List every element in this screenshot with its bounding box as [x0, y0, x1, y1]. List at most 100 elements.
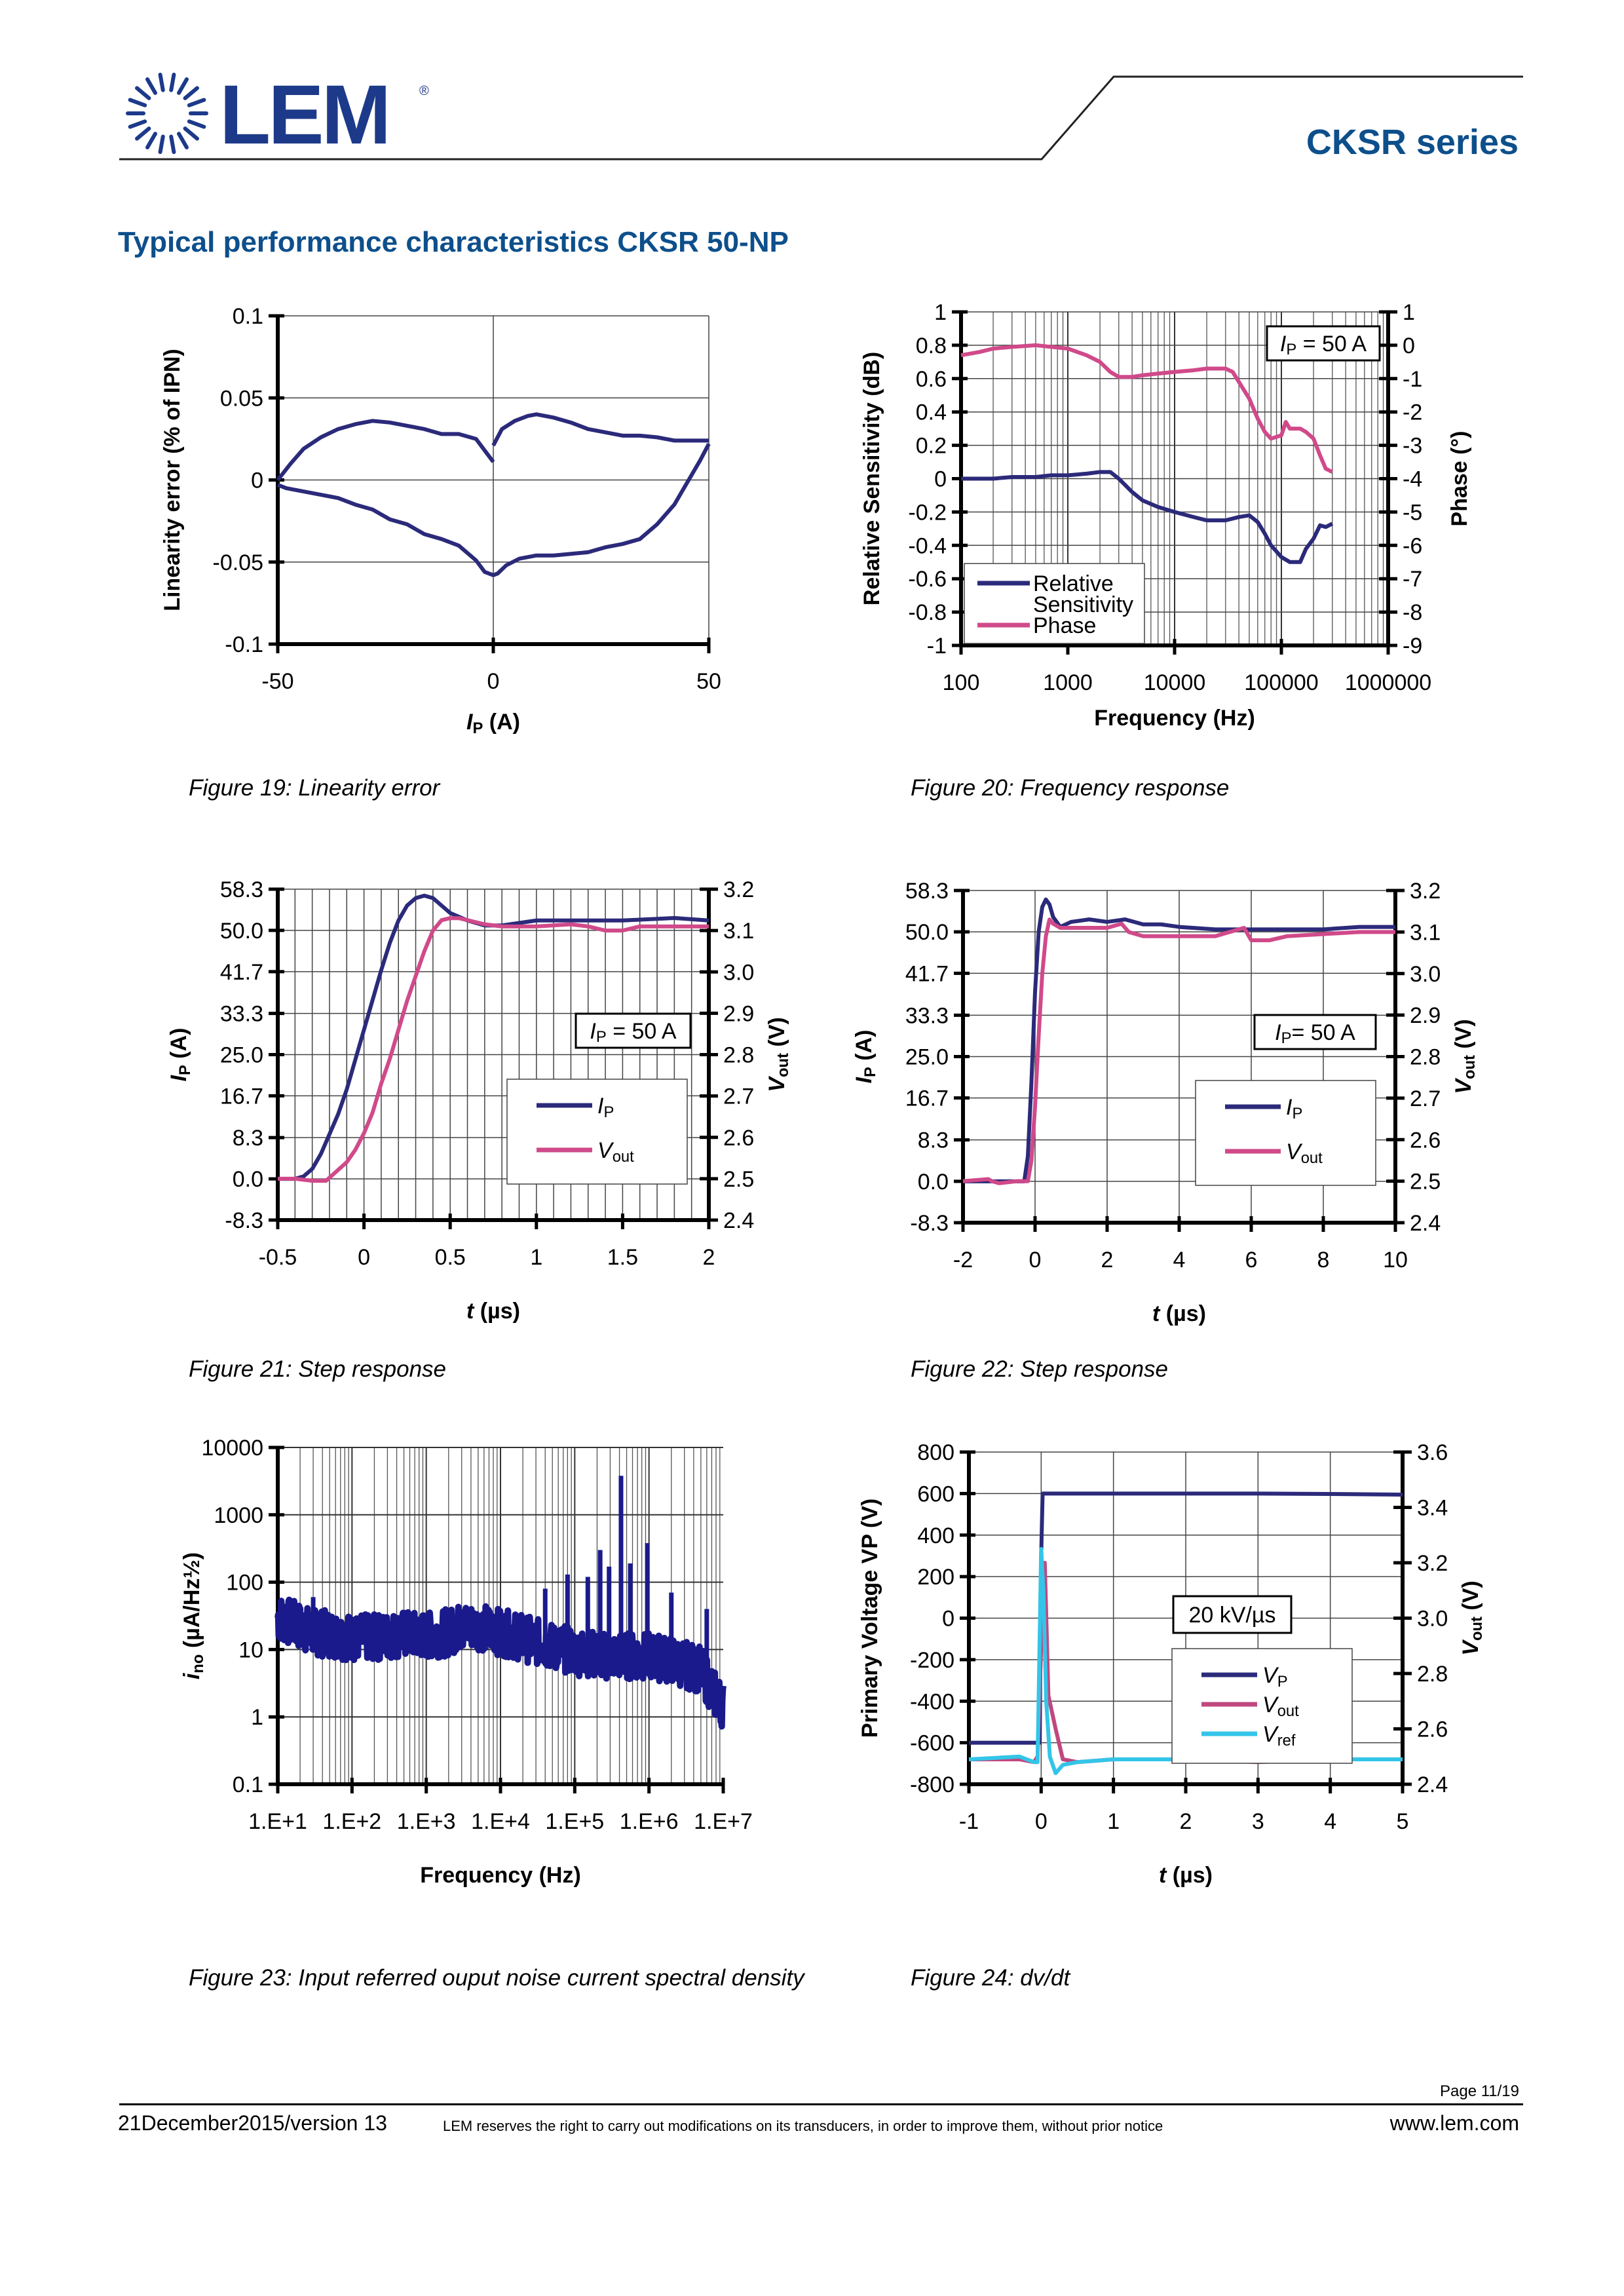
legend-sub: ref	[1277, 1732, 1296, 1750]
y2-tick-label: 2.9	[723, 1001, 754, 1026]
x-tick-label: 8	[1317, 1248, 1330, 1272]
y2-tick-label: 2.6	[1417, 1717, 1448, 1742]
label-unit: (µs)	[1166, 1863, 1213, 1888]
x-tick-label: 1	[530, 1245, 542, 1270]
logo-ray	[177, 77, 189, 95]
x-axis-label: t (µs)	[466, 1299, 520, 1324]
y2-tick-label: 3.1	[723, 919, 754, 944]
annotation-text: 20 kV/µs	[1189, 1603, 1276, 1628]
y-tick-label: 0.2	[916, 434, 947, 459]
y-tick-label: 1	[251, 1705, 263, 1730]
label-sub: out	[1468, 1617, 1486, 1641]
x-tick-label: 1.E+3	[397, 1809, 456, 1834]
logo-ray	[145, 132, 157, 149]
y-tick-label: -0.05	[213, 550, 264, 575]
section-title: Typical performance characteristics CKSR…	[118, 226, 789, 258]
label-unit: (A)	[852, 1030, 877, 1067]
x-tick-label: 1.5	[607, 1245, 638, 1270]
legend-var: V	[1262, 1663, 1279, 1688]
y-tick-label: 600	[917, 1482, 954, 1506]
x-tick-label: 2	[1180, 1809, 1192, 1834]
label-sub: P	[861, 1067, 879, 1077]
label-var: I	[466, 710, 474, 735]
y2-axis-label: Vout (V)	[765, 1017, 792, 1092]
y2-tick-label: 3.0	[1417, 1607, 1448, 1632]
label-var: t	[1152, 1301, 1161, 1326]
x-tick-label: 1.E+2	[322, 1809, 381, 1834]
footer-notice: LEM reserves the right to carry out modi…	[443, 2118, 1163, 2134]
annotation-var: I	[1275, 1020, 1281, 1045]
label-sub: out	[774, 1053, 792, 1077]
legend-var: V	[597, 1138, 614, 1163]
y-tick-label: -0.2	[908, 500, 947, 525]
annotation-rest: = 50 A	[1296, 332, 1367, 356]
x-tick-label: 6	[1245, 1248, 1258, 1272]
label-var: t	[466, 1299, 475, 1324]
y2-tick-label: 3.2	[1410, 879, 1441, 904]
y2-tick-label: 3.4	[1417, 1496, 1448, 1521]
y-tick-label: 0.0	[233, 1167, 263, 1192]
y-tick-label: 0.05	[220, 386, 263, 411]
annotation-box	[575, 1012, 692, 1049]
y2-tick-label: 3.6	[1417, 1440, 1448, 1465]
series-title: CKSR series	[1306, 123, 1519, 162]
x-tick-label: 10	[1383, 1248, 1408, 1272]
figure-21-caption: Figure 21: Step response	[189, 1356, 447, 1382]
logo-ray	[169, 134, 176, 155]
legend-label: Vout	[1262, 1693, 1299, 1720]
x-tick-label: 4	[1173, 1248, 1186, 1272]
legend-sub: P	[1277, 1673, 1288, 1691]
x-tick-label: 0	[1029, 1248, 1042, 1272]
chart-fig23: 0.1 1 10 100 1000 10000 1.E+1 1.E+2 1.E+3 1.E+4 1.…	[179, 1436, 753, 1888]
legend-var: I	[1286, 1095, 1293, 1120]
label-unit: (µA/Hz½)	[179, 1552, 204, 1655]
annotation-text: IP= 50 A	[1275, 1020, 1355, 1047]
label-unit: (V)	[765, 1017, 789, 1053]
y2-tick-label: 2.4	[1410, 1211, 1441, 1236]
x-tick-label: 5	[1397, 1809, 1409, 1834]
legend-label: Phase	[1033, 613, 1096, 638]
logo-ray	[128, 119, 147, 129]
chart-fig24: -800 -600 -400 -200 0 200 400 600 800 2.4 2.6 2.8 3.…	[858, 1440, 1486, 1888]
x-tick-label: 1000	[1043, 670, 1093, 695]
footer-date-version: 21December2015/version 13	[118, 2111, 387, 2135]
x-tick-label: 100	[943, 670, 980, 695]
y-tick-label: 0.6	[916, 367, 947, 392]
y-tick-label: 8.3	[233, 1126, 263, 1151]
registered-mark: ®	[419, 84, 429, 98]
chart-fig19: -0.1 -0.05 0 0.05 0.1 -50 0 50 IP (A) Linearity e…	[160, 304, 721, 737]
lem-logo: LEM	[219, 68, 391, 162]
y-tick-label: 58.3	[220, 877, 263, 902]
y-tick-label: -200	[910, 1648, 954, 1673]
footer-website-link[interactable]: www.lem.com	[1389, 2111, 1519, 2135]
legend-line: Sensitivity	[1033, 592, 1133, 617]
x-axis-label: t (µs)	[1152, 1301, 1206, 1326]
x-tick-label: -50	[261, 669, 293, 694]
x-tick-label: 4	[1324, 1809, 1336, 1834]
label-var: V	[1451, 1077, 1476, 1094]
y-tick-label: 100	[226, 1571, 263, 1596]
legend-label: VP	[1262, 1663, 1288, 1691]
chart-fig20: -1 -0.8 -0.6 -0.4 -0.2 0 0.2 0.4 0.6 0.8 1 -9 -8 -7 -6…	[859, 300, 1472, 731]
label-unit: (A)	[166, 1028, 191, 1065]
y2-tick-label: 2.6	[1410, 1128, 1441, 1153]
x-axis-label: Frequency (Hz)	[420, 1863, 581, 1888]
x-tick-label: 0	[358, 1245, 370, 1270]
x-tick-label: -1	[959, 1809, 979, 1834]
x-tick-label: 2	[703, 1245, 715, 1270]
x-tick-label: 10000	[1144, 670, 1206, 695]
annotation-box	[1172, 1595, 1293, 1634]
label-sub: no	[189, 1655, 207, 1674]
logo-ray	[135, 86, 151, 100]
series-vout	[962, 917, 1395, 1185]
y-tick-label: -8.3	[910, 1211, 949, 1236]
label-sub: out	[1461, 1055, 1479, 1079]
y-tick-label: 16.7	[905, 1086, 949, 1111]
x-tick-label: 2	[1101, 1248, 1114, 1272]
y-tick-label: 1	[934, 300, 947, 325]
y2-tick-label: 2.5	[723, 1167, 754, 1192]
y2-tick-label: 3.2	[1417, 1551, 1448, 1576]
figure-22-caption: Figure 22: Step response	[911, 1356, 1169, 1382]
y2-axis-label: Phase (°)	[1447, 431, 1472, 527]
annotation-box	[1253, 1014, 1377, 1050]
